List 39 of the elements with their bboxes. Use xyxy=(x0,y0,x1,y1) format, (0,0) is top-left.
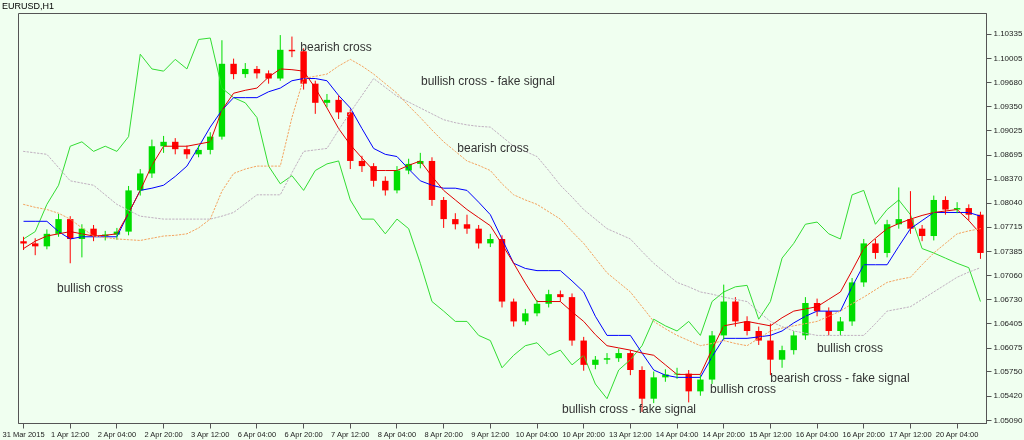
y-tick-label: 1.09025 xyxy=(993,125,1023,135)
line-series xyxy=(23,37,981,400)
annotation: bearish cross - fake signal xyxy=(770,371,910,385)
y-tick-label: 1.08695 xyxy=(993,150,1023,160)
y-tick-label: 1.08370 xyxy=(993,174,1023,184)
y-tick-label: 1.05090 xyxy=(993,415,1023,425)
candlestick xyxy=(452,212,459,230)
annotation: bearish cross xyxy=(457,141,529,155)
candlestick xyxy=(230,58,237,80)
candlestick xyxy=(615,348,622,363)
y-tick-label: 1.07060 xyxy=(993,270,1023,280)
candlestick xyxy=(650,370,657,404)
candlestick xyxy=(335,94,342,120)
y-tick-label: 1.10005 xyxy=(993,53,1023,63)
annotation: bullish cross xyxy=(709,382,777,396)
y-tick-label: 1.07715 xyxy=(993,222,1023,232)
annotation: bearish cross xyxy=(300,40,372,54)
annotation: bullish cross xyxy=(56,281,124,295)
y-tick-label: 1.06075 xyxy=(993,343,1023,353)
candlestick xyxy=(942,195,949,216)
annotation: bullish cross - fake signal xyxy=(420,74,556,88)
y-tick-label: 1.10335 xyxy=(993,29,1023,39)
y-tick-label: 1.08040 xyxy=(993,198,1023,208)
candlestick xyxy=(557,290,564,303)
y-tick-label: 1.09350 xyxy=(993,101,1023,111)
candlestick xyxy=(592,355,599,370)
annotation: bullish cross xyxy=(816,341,884,355)
y-tick-label: 1.09680 xyxy=(993,77,1023,87)
y-tick-label: 1.05420 xyxy=(993,391,1023,401)
candlestick xyxy=(837,316,844,336)
chart-title: EURUSD,H1 xyxy=(1,1,54,11)
candlestick xyxy=(872,238,879,260)
candlestick xyxy=(522,308,529,326)
y-tick-label: 1.06405 xyxy=(993,318,1023,328)
annotation: bullish cross - fake signal xyxy=(561,402,697,416)
y-tick-label: 1.06730 xyxy=(993,294,1023,304)
candlestick xyxy=(440,196,447,229)
y-tick-label: 1.07385 xyxy=(993,246,1023,256)
y-tick-label: 1.05750 xyxy=(993,366,1023,376)
